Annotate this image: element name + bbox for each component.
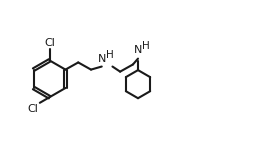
Text: H: H [106, 50, 113, 60]
Text: Cl: Cl [27, 104, 38, 114]
Text: H: H [142, 41, 150, 51]
Text: N: N [134, 45, 142, 55]
Text: N: N [98, 54, 107, 64]
Text: Cl: Cl [44, 38, 55, 48]
